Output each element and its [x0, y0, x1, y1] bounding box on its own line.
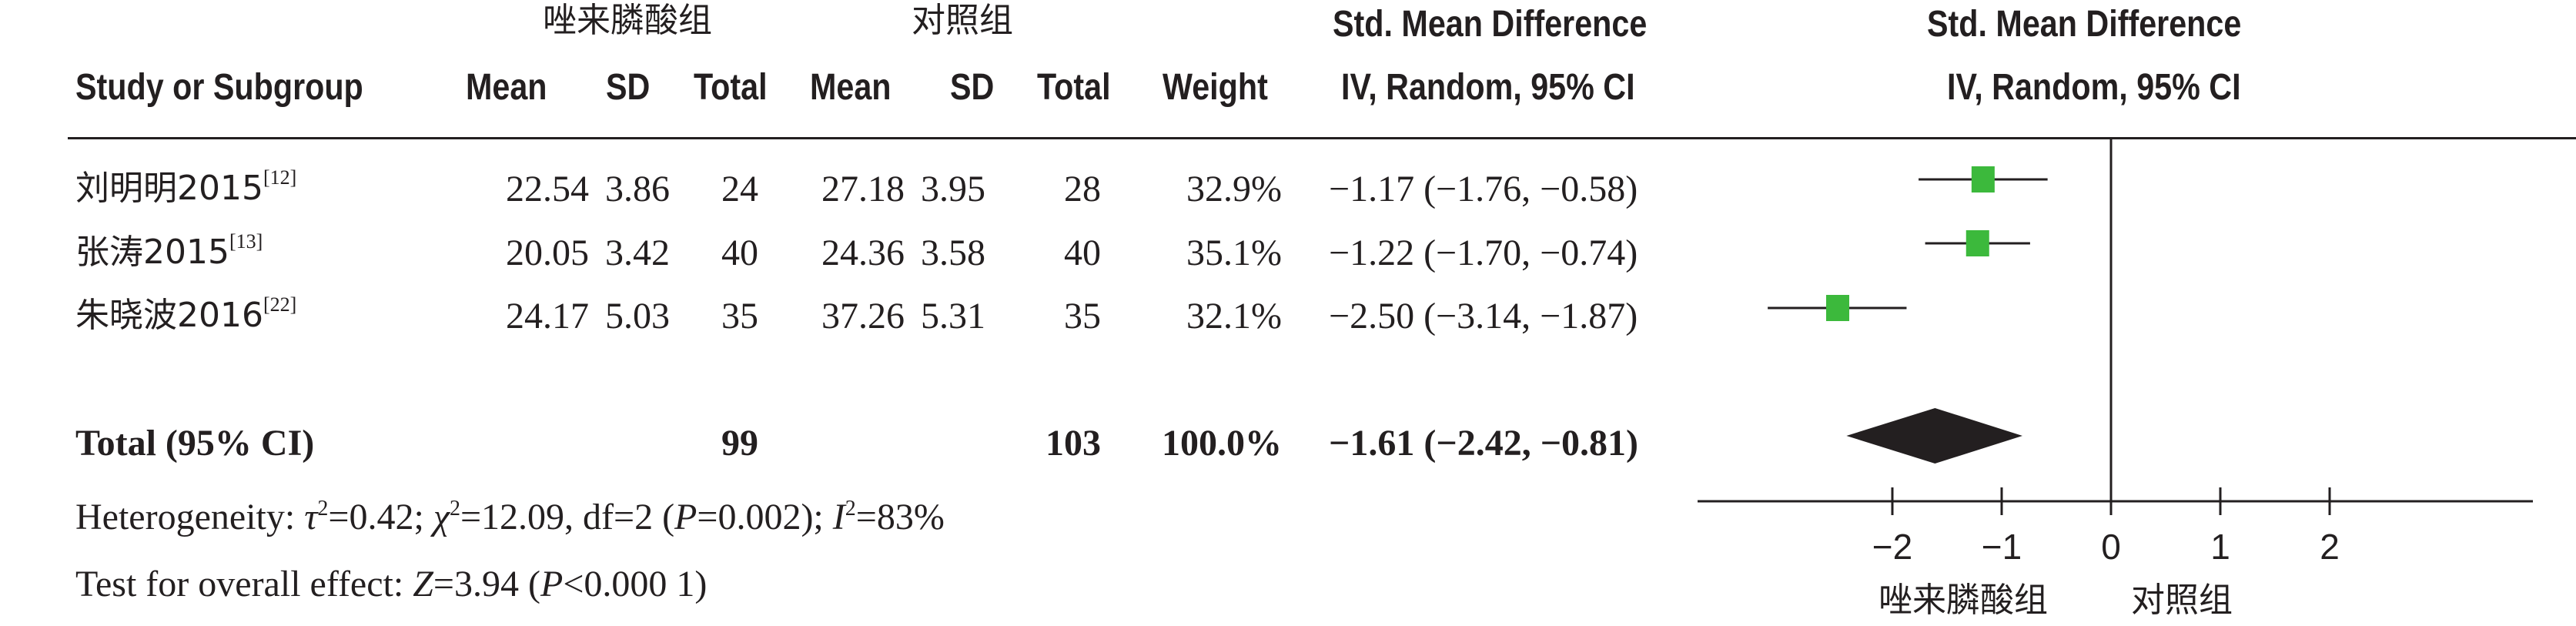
heterogeneity-note: Heterogeneity: τ2=0.42; χ2=12.09, df=2 (…	[75, 497, 945, 537]
effect-square	[1971, 166, 1995, 192]
ci-value: −1.17 (−1.76, −0.58)	[1329, 169, 1638, 209]
tick-label: −1	[1982, 527, 2022, 567]
header-divider	[68, 137, 2576, 139]
favours-left-label: 唑来膦酸组	[1878, 581, 2048, 620]
mean2-value: 24.36	[821, 233, 905, 273]
tick-label: 1	[2210, 527, 2230, 567]
total1-header: Total	[694, 67, 768, 108]
sd1-value: 3.86	[605, 169, 670, 209]
weight-header: Weight	[1163, 67, 1268, 108]
ci-value: −2.50 (−3.14, −1.87)	[1329, 296, 1638, 336]
tick-label: −2	[1872, 527, 1912, 567]
total-label: Total (95% CI)	[75, 423, 315, 464]
sd2-value: 3.58	[921, 233, 985, 273]
total2-value: 28	[1064, 169, 1101, 209]
group1-header: 唑来膦酸组	[543, 1, 712, 40]
effect-square	[1826, 295, 1849, 321]
total1-sum: 99	[721, 423, 758, 464]
smd-title: Std. Mean Difference	[1333, 4, 1648, 45]
total1-value: 35	[721, 296, 758, 336]
plot-title: Std. Mean Difference	[1927, 4, 2242, 45]
total1-value: 24	[721, 169, 758, 209]
weight-value: 32.1%	[1186, 296, 1282, 336]
mean1-value: 24.17	[506, 296, 589, 336]
study-name: 张涛2015[13]	[75, 230, 263, 272]
sd1-value: 5.03	[605, 296, 670, 336]
sd1-value: 3.42	[605, 233, 670, 273]
total1-value: 40	[721, 233, 758, 273]
effect-square	[1965, 230, 1989, 256]
smd-subheader: IV, Random, 95% CI	[1341, 67, 1635, 108]
total-weight: 100.0%	[1162, 423, 1282, 464]
overall-effect-note: Test for overall effect: Z=3.94 (P<0.000…	[75, 564, 708, 604]
study-name: 朱晓波2016[22]	[75, 293, 297, 335]
sd2-value: 5.31	[921, 296, 985, 336]
sd2-value: 3.95	[921, 169, 985, 209]
sd2-header: SD	[950, 67, 995, 108]
tick-label: 0	[2101, 527, 2121, 567]
mean2-header: Mean	[810, 67, 892, 108]
total-ci: −1.61 (−2.42, −0.81)	[1329, 423, 1639, 464]
pooled-diamond	[1846, 408, 2022, 464]
ci-value: −1.22 (−1.70, −0.74)	[1329, 233, 1638, 273]
favours-right-label: 对照组	[2131, 581, 2233, 620]
sd1-header: SD	[606, 67, 651, 108]
group2-header: 对照组	[912, 1, 1013, 40]
mean1-value: 20.05	[506, 233, 589, 273]
mean2-value: 37.26	[821, 296, 905, 336]
weight-value: 35.1%	[1186, 233, 1282, 273]
study-name: 刘明明2015[12]	[75, 166, 297, 208]
total2-value: 35	[1064, 296, 1101, 336]
mean1-header: Mean	[466, 67, 547, 108]
plot-subheader: IV, Random, 95% CI	[1947, 67, 2241, 108]
study-header: Study or Subgroup	[75, 67, 363, 108]
weight-value: 32.9%	[1186, 169, 1282, 209]
tick-label: 2	[2320, 527, 2340, 567]
total2-sum: 103	[1045, 423, 1101, 464]
mean1-value: 22.54	[506, 169, 589, 209]
total2-value: 40	[1064, 233, 1101, 273]
mean2-value: 27.18	[821, 169, 905, 209]
total2-header: Total	[1037, 67, 1111, 108]
